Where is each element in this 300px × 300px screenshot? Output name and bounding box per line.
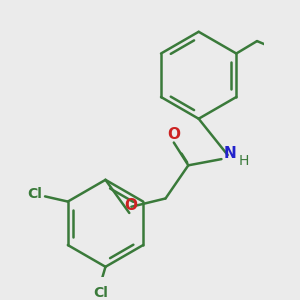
Text: Cl: Cl: [93, 286, 108, 300]
Text: O: O: [124, 198, 137, 213]
Text: O: O: [167, 127, 180, 142]
Text: H: H: [239, 154, 249, 168]
Text: Cl: Cl: [27, 187, 42, 201]
Text: N: N: [223, 146, 236, 161]
